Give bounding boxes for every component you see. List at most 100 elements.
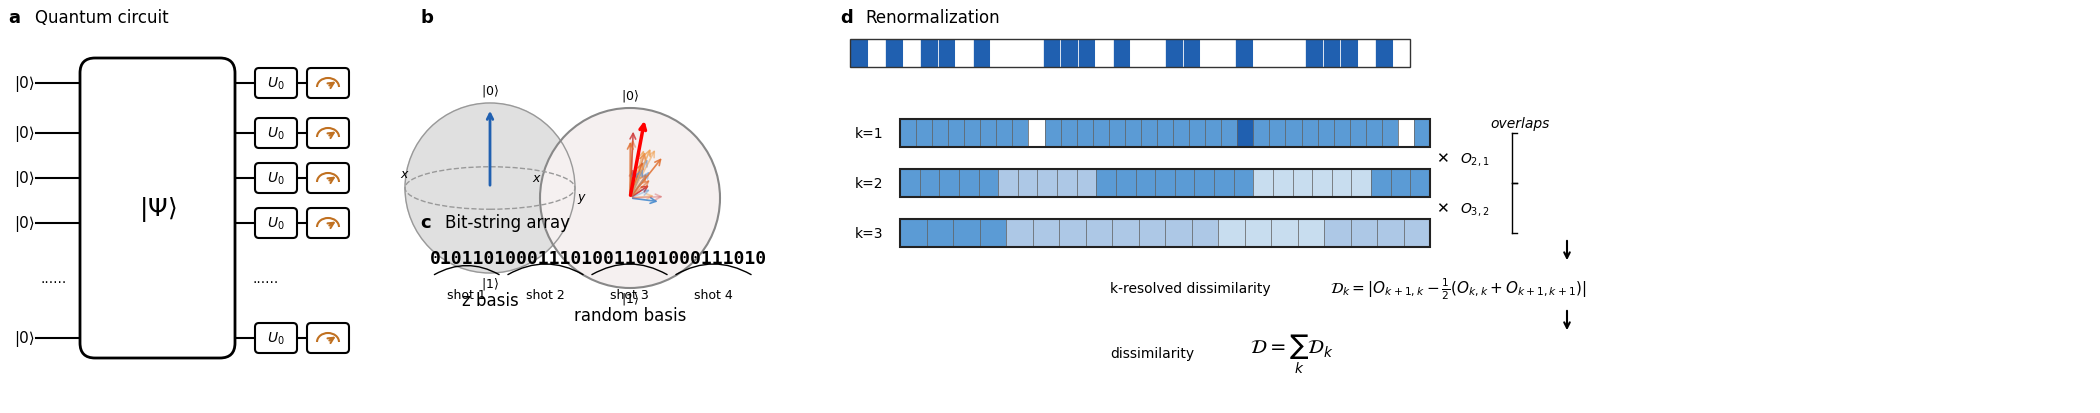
Bar (1378, 219, 1403, 247)
Text: k=3: k=3 (855, 226, 884, 240)
Bar (998, 170, 1018, 197)
Text: |0⟩: |0⟩ (15, 126, 36, 142)
Bar (1130, 40, 1147, 68)
Text: $U_0$: $U_0$ (267, 215, 286, 232)
Text: overlaps: overlaps (1491, 117, 1550, 131)
Text: ......: ...... (40, 271, 67, 285)
Bar (1403, 219, 1430, 247)
Bar (884, 40, 903, 68)
Bar (901, 120, 916, 147)
Bar (1254, 120, 1268, 147)
Bar (932, 120, 949, 147)
Text: $y$: $y$ (578, 192, 586, 206)
Bar (1222, 120, 1237, 147)
Text: c: c (420, 214, 430, 231)
Text: $U_0$: $U_0$ (267, 330, 286, 347)
FancyBboxPatch shape (307, 69, 349, 99)
Text: k-resolved dissimilarity: k-resolved dissimilarity (1111, 281, 1270, 295)
Bar (1390, 170, 1411, 197)
Text: |0⟩: |0⟩ (15, 216, 36, 231)
Text: $O_{2,1}$: $O_{2,1}$ (1460, 150, 1489, 167)
Bar (1270, 219, 1298, 247)
Bar (1166, 40, 1182, 68)
Bar (867, 40, 884, 68)
Bar (1371, 170, 1390, 197)
Bar (1382, 120, 1399, 147)
Bar (1287, 40, 1304, 68)
Text: shot 4: shot 4 (695, 288, 733, 301)
Bar (1294, 170, 1312, 197)
Bar (1092, 120, 1109, 147)
Bar (1174, 120, 1189, 147)
Bar (901, 170, 1430, 197)
Bar (1115, 170, 1136, 197)
Bar (1113, 40, 1130, 68)
Bar (1166, 219, 1191, 247)
Text: 0101101000111010011001000111010: 0101101000111010011001000111010 (430, 249, 766, 267)
Bar (956, 40, 972, 68)
Bar (901, 219, 1430, 247)
Bar (1012, 120, 1029, 147)
Bar (964, 120, 981, 147)
Text: $|\Psi\rangle$: $|\Psi\rangle$ (139, 194, 176, 223)
Bar (1018, 170, 1037, 197)
Bar (981, 120, 995, 147)
Bar (1044, 120, 1060, 147)
Bar (1392, 40, 1409, 68)
FancyBboxPatch shape (254, 164, 296, 194)
Bar (1304, 40, 1323, 68)
Text: ......: ...... (252, 271, 277, 285)
Bar (1182, 40, 1199, 68)
Bar (1376, 40, 1392, 68)
Bar (1189, 120, 1205, 147)
Text: $|1\rangle$: $|1\rangle$ (481, 275, 500, 291)
Bar (1252, 40, 1270, 68)
Bar (1157, 120, 1174, 147)
FancyBboxPatch shape (80, 59, 235, 358)
Bar (901, 120, 1430, 147)
FancyBboxPatch shape (254, 323, 296, 353)
Bar (1033, 219, 1058, 247)
Bar (1138, 219, 1166, 247)
Bar (1218, 40, 1235, 68)
Bar (1205, 120, 1222, 147)
Bar (916, 120, 932, 147)
Bar (960, 170, 979, 197)
Bar (903, 40, 920, 68)
FancyBboxPatch shape (307, 323, 349, 353)
Text: ✕: ✕ (1436, 151, 1449, 166)
Bar (1218, 219, 1245, 247)
Bar (979, 170, 997, 197)
Bar (926, 219, 953, 247)
Bar (1352, 170, 1371, 197)
Bar (1060, 120, 1077, 147)
Bar (1298, 219, 1323, 247)
Bar (1140, 120, 1157, 147)
Text: $\mathcal{D}_k = |O_{k+1,k} - \frac{1}{2}(O_{k,k} + O_{k+1,k+1})|$: $\mathcal{D}_k = |O_{k+1,k} - \frac{1}{2… (1329, 275, 1588, 301)
Bar (901, 219, 926, 247)
Text: $\mathcal{D} = \sum_k \mathcal{D}_k$: $\mathcal{D} = \sum_k \mathcal{D}_k$ (1250, 332, 1334, 375)
Text: |0⟩: |0⟩ (15, 171, 36, 187)
Bar (1155, 170, 1174, 197)
Text: $|0\rangle$: $|0\rangle$ (481, 83, 500, 99)
Bar (1268, 120, 1285, 147)
Text: b: b (420, 9, 433, 27)
Bar (989, 40, 1008, 68)
Text: a: a (8, 9, 21, 27)
Text: |0⟩: |0⟩ (15, 76, 36, 92)
Bar (1037, 170, 1056, 197)
Bar (1270, 40, 1287, 68)
Bar (1077, 170, 1096, 197)
Bar (1096, 170, 1115, 197)
Bar (1126, 120, 1140, 147)
Bar (1331, 170, 1352, 197)
Circle shape (405, 104, 575, 273)
Bar (1317, 120, 1334, 147)
Bar (1365, 120, 1382, 147)
Bar (1025, 40, 1042, 68)
Bar (1094, 40, 1113, 68)
Bar (995, 120, 1012, 147)
Bar (1413, 120, 1430, 147)
Text: Quantum circuit: Quantum circuit (36, 9, 168, 27)
Text: $O_{3,2}$: $O_{3,2}$ (1460, 200, 1489, 217)
